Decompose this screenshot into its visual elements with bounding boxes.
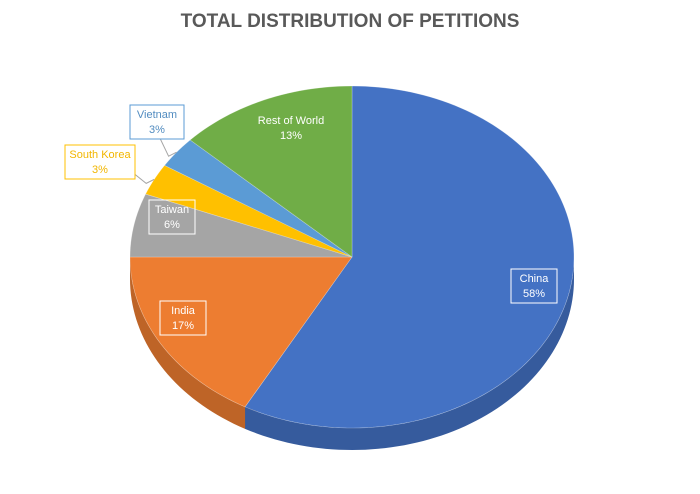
data-label: India 17%: [159, 300, 207, 336]
label-box: [510, 268, 558, 304]
data-label: South Korea 3%: [64, 144, 136, 180]
leader-line: [131, 171, 155, 184]
label-category: Vietnam: [137, 109, 177, 121]
slice: [129, 193, 353, 258]
slice: [129, 256, 353, 408]
slice: [145, 164, 353, 258]
chart-title: TOTAL DISTRIBUTION OF PETITIONS: [181, 11, 520, 32]
label-box: [148, 199, 196, 235]
data-label: Vietnam 3%: [129, 104, 185, 140]
slice-side: [245, 257, 575, 450]
label-value: 17%: [172, 320, 194, 332]
label-category: Taiwan: [155, 204, 189, 216]
label-value: 3%: [92, 164, 108, 176]
slice: [189, 85, 353, 258]
label-value: 58%: [523, 288, 545, 300]
slice-side: [130, 257, 246, 429]
slice: [244, 85, 575, 429]
leader-line: [156, 131, 177, 157]
label-value: 13%: [280, 130, 302, 142]
data-label: Rest of World 13%: [251, 110, 331, 146]
label-box: [251, 110, 331, 146]
data-label: China 58%: [510, 268, 558, 304]
label-category: South Korea: [69, 149, 131, 161]
slice: [164, 139, 353, 258]
label-box: [129, 104, 185, 140]
label-category: Rest of World: [258, 115, 324, 127]
data-label: Taiwan 6%: [148, 199, 196, 235]
label-value: 6%: [164, 219, 180, 231]
label-category: India: [171, 305, 196, 317]
label-box: [159, 300, 207, 336]
label-value: 3%: [149, 124, 165, 136]
label-box: [64, 144, 136, 180]
label-category: China: [520, 273, 550, 285]
